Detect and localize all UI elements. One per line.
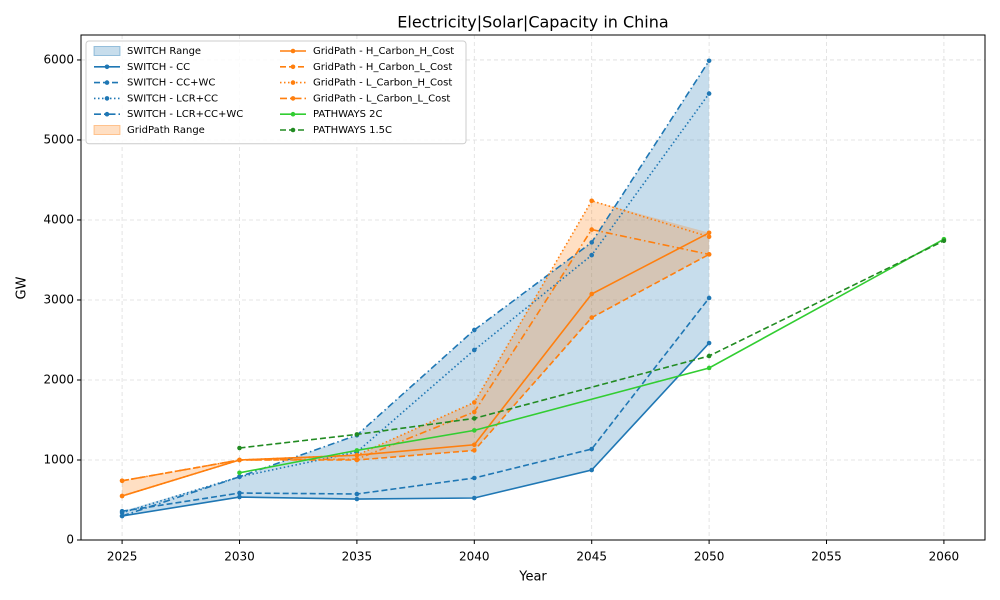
point <box>589 446 595 452</box>
legend-label: GridPath - L_Carbon_L_Cost <box>313 93 450 104</box>
point <box>471 495 477 501</box>
y-tick-label: 4000 <box>43 212 74 226</box>
legend-label: PATHWAYS 2C <box>313 109 382 120</box>
point <box>119 478 125 484</box>
legend-label: GridPath - H_Carbon_L_Cost <box>313 62 452 73</box>
point <box>237 457 242 463</box>
point <box>706 91 712 96</box>
point <box>471 327 477 333</box>
point <box>471 442 477 448</box>
y-axis-label: GW <box>15 276 30 299</box>
legend-label: SWITCH - CC <box>127 62 190 73</box>
point <box>589 315 595 320</box>
series-line <box>121 93 710 514</box>
series-line <box>121 297 710 512</box>
x-tick-label: 2045 <box>576 550 607 564</box>
y-tick-label: 3000 <box>43 292 74 306</box>
legend-swatch <box>93 46 121 56</box>
legend-marker <box>290 127 296 133</box>
legend-marker <box>290 96 296 101</box>
legend-frame <box>85 40 467 145</box>
point <box>354 432 360 437</box>
chart-title: Electricity|Solar|Capacity in China <box>397 13 668 32</box>
point <box>471 400 477 405</box>
point <box>119 493 125 499</box>
point <box>706 295 712 301</box>
y-tick-label: 1000 <box>43 452 74 466</box>
legend-marker <box>104 96 110 101</box>
point <box>119 513 125 519</box>
point <box>589 240 595 245</box>
point <box>589 467 595 473</box>
point <box>589 252 595 258</box>
point <box>471 347 477 353</box>
series-line <box>121 228 710 482</box>
x-tick-label: 2025 <box>107 550 138 564</box>
point <box>941 238 947 244</box>
point <box>237 474 242 480</box>
legend-marker <box>290 80 296 85</box>
x-tick-label: 2060 <box>929 550 960 564</box>
series-line <box>121 232 710 497</box>
point <box>589 227 595 232</box>
point <box>237 494 242 500</box>
y-tick-label: 2000 <box>43 372 74 386</box>
y-tick-label: 0 <box>66 533 74 547</box>
x-tick-label: 2055 <box>811 550 842 564</box>
legend-label: SWITCH - LCR+CC <box>127 93 218 104</box>
legend-label: SWITCH - CC+WC <box>127 78 215 89</box>
point <box>354 496 360 502</box>
series-line <box>121 253 710 482</box>
range-area <box>122 60 710 516</box>
legend: SWITCH Range SWITCH - CC SWITCH - CC+WC SWI… <box>85 40 467 145</box>
point <box>471 416 477 421</box>
legend-label: SWITCH - LCR+CC+WC <box>127 109 243 120</box>
legend-marker <box>104 64 110 70</box>
point <box>237 470 242 476</box>
legend-label: GridPath Range <box>127 125 205 136</box>
x-axis-label: Year <box>518 570 547 585</box>
x-tick-label: 2030 <box>224 550 255 564</box>
legend-marker <box>290 64 296 70</box>
series-line <box>121 342 710 517</box>
x-tick-label: 2035 <box>342 550 373 564</box>
point <box>589 291 595 297</box>
legend-marker <box>290 48 296 54</box>
x-tick-label: 2040 <box>459 550 490 564</box>
legend-marker <box>104 80 110 85</box>
point <box>706 365 712 371</box>
legend-label: GridPath - L_Carbon_H_Cost <box>313 78 452 89</box>
point <box>471 409 477 415</box>
series-line <box>121 199 710 497</box>
legend-label: GridPath - H_Carbon_H_Cost <box>313 46 454 57</box>
point <box>471 448 477 453</box>
point <box>706 353 712 359</box>
point <box>589 198 595 204</box>
legend-label: PATHWAYS 1.5C <box>313 125 392 136</box>
point <box>471 428 477 433</box>
legend-swatch <box>93 125 121 135</box>
series-line <box>121 60 710 517</box>
point <box>471 475 477 481</box>
point <box>354 456 360 462</box>
point <box>354 448 360 453</box>
point <box>237 490 242 496</box>
point <box>237 445 242 451</box>
point <box>354 491 360 497</box>
legend-marker <box>290 111 296 117</box>
point <box>706 58 712 64</box>
x-tick-label: 2050 <box>694 550 725 564</box>
y-tick-label: 6000 <box>43 52 74 66</box>
point <box>119 510 125 516</box>
legend-label: SWITCH Range <box>127 46 201 57</box>
legend-marker <box>104 111 110 117</box>
point <box>706 230 712 236</box>
point <box>706 234 712 240</box>
plot-frame <box>80 34 986 541</box>
point <box>354 452 360 458</box>
point <box>706 252 712 257</box>
y-tick-label: 5000 <box>43 132 74 146</box>
point <box>706 340 712 346</box>
